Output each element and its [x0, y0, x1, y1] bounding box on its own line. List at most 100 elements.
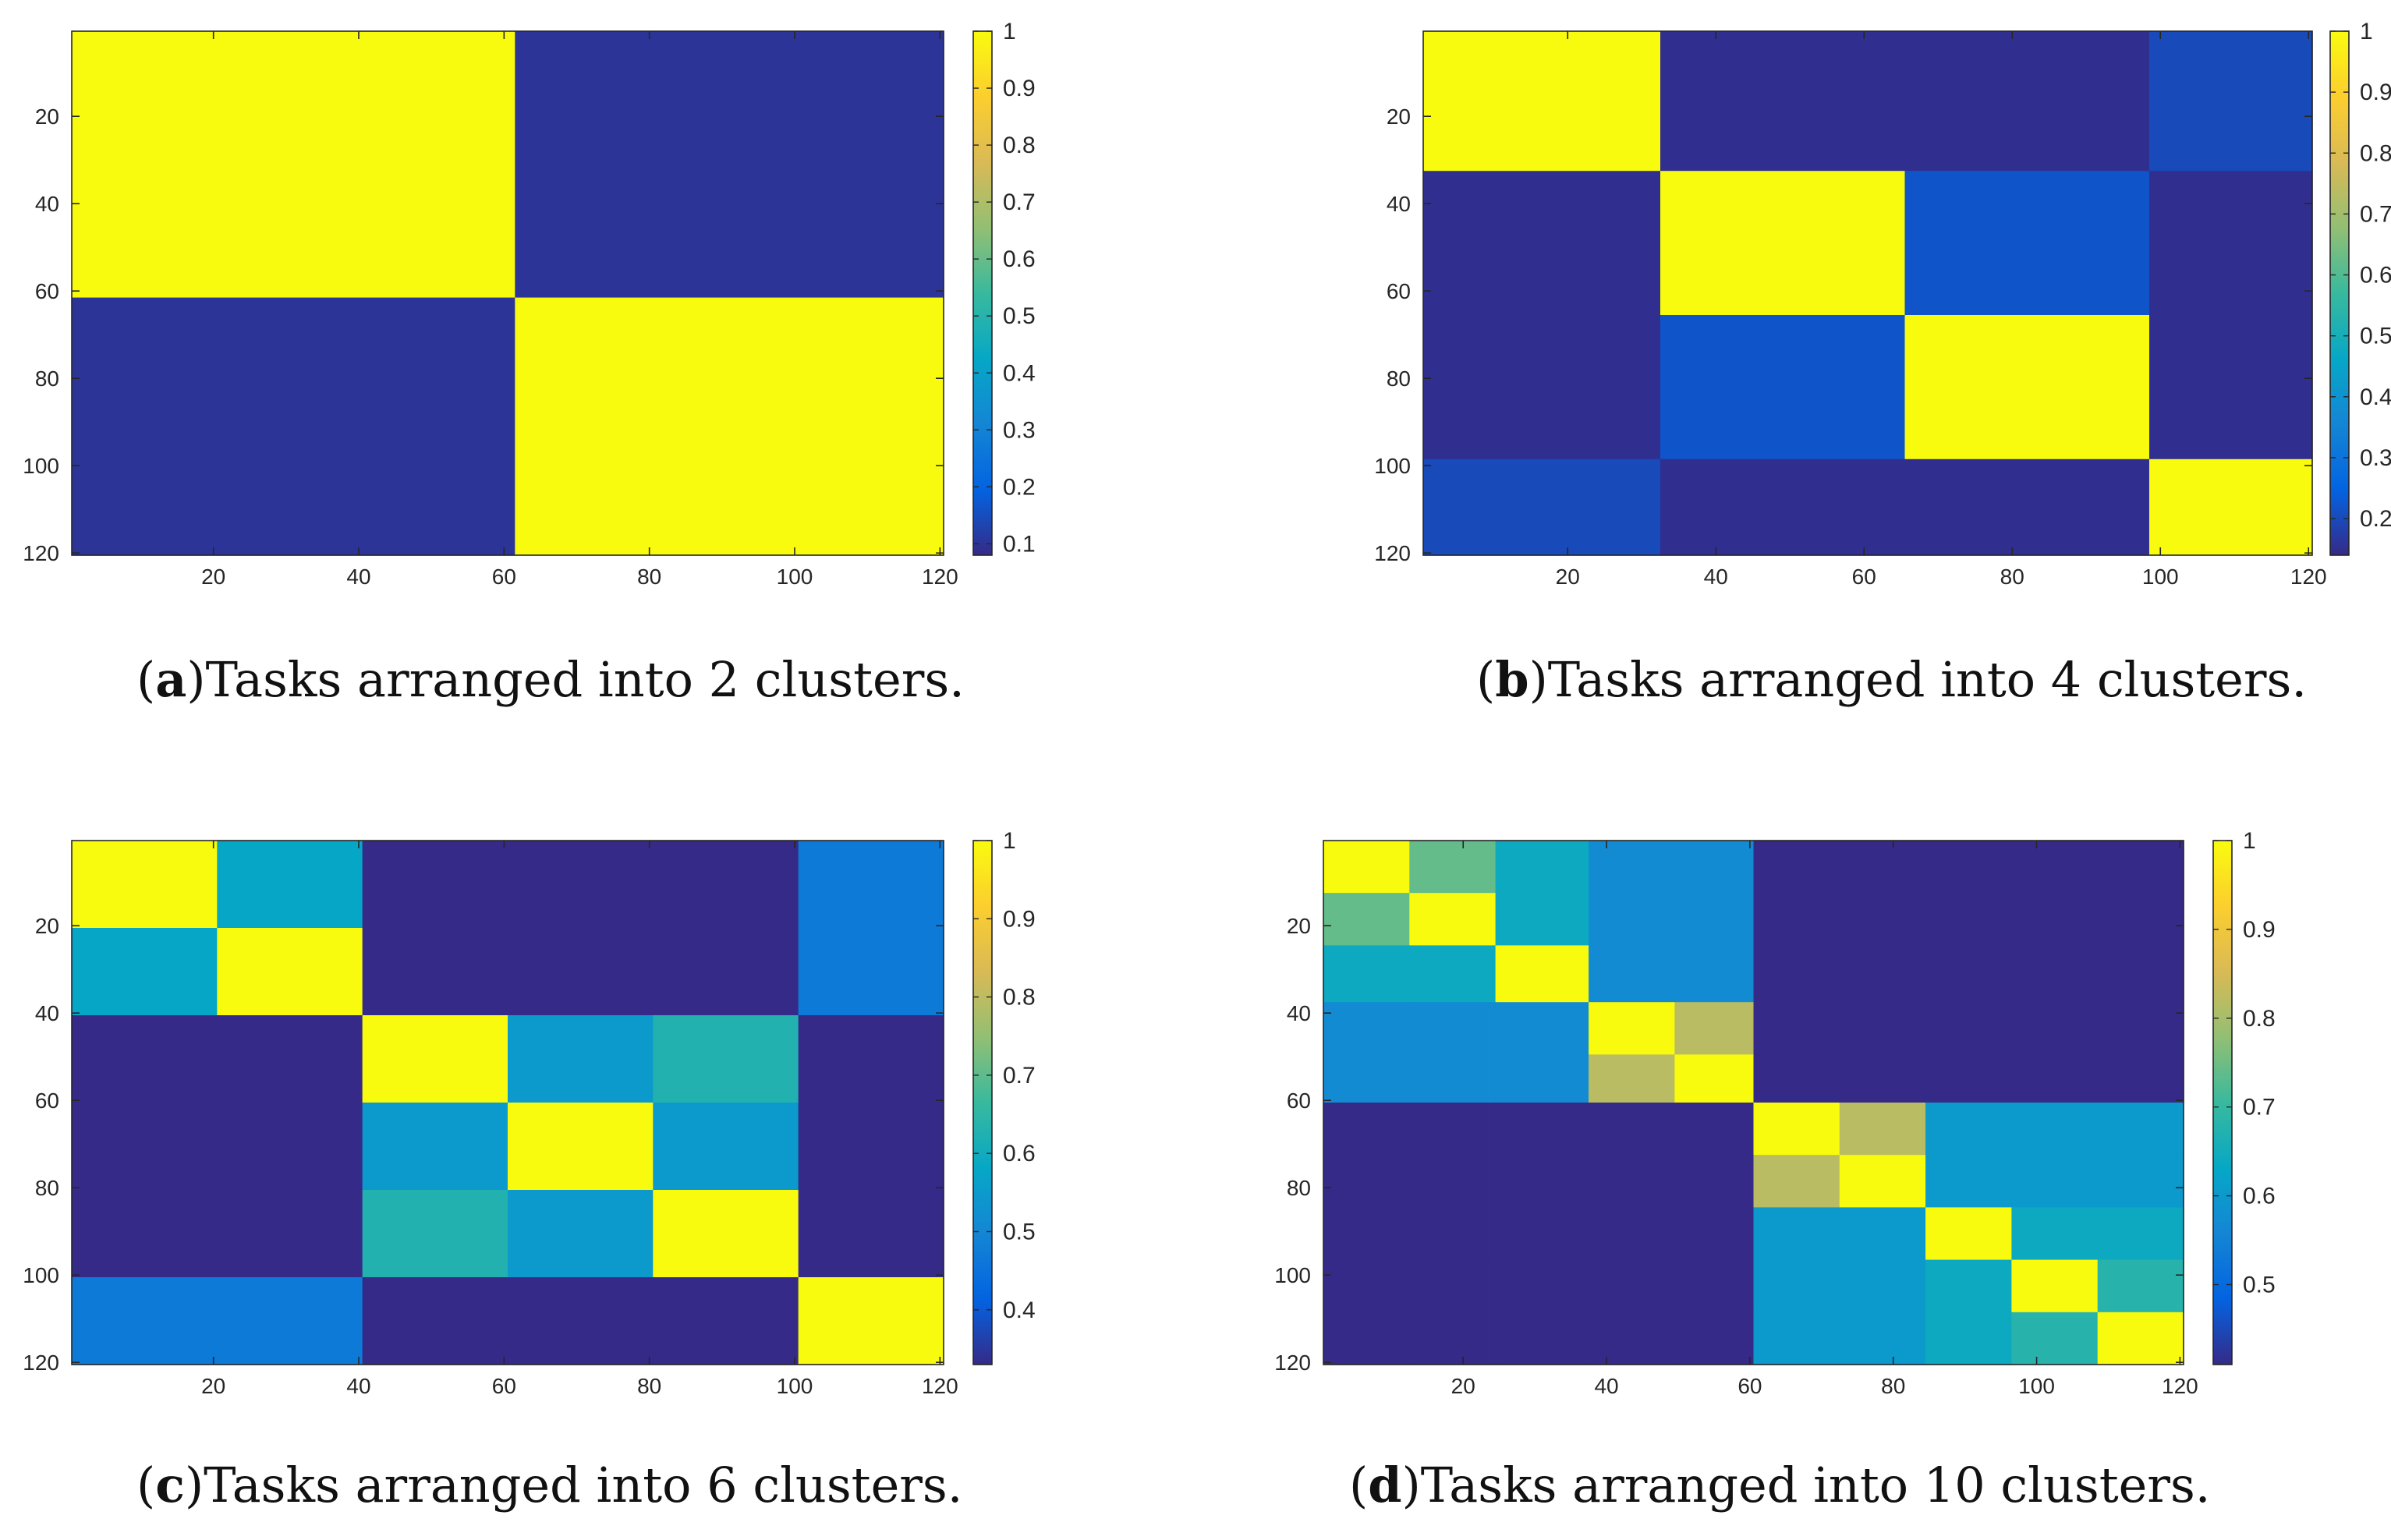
heatmap-cell-c-3-5 [798, 1103, 944, 1191]
heatmap-cell-d-6-5 [1753, 1155, 1840, 1208]
heatmap-cell-a-0-0 [72, 31, 515, 299]
heatmap-cell-b-3-2 [1904, 458, 2150, 556]
x-tick-label-c-3: 80 [637, 1374, 661, 1398]
heatmap-cell-d-6-3 [1589, 1155, 1675, 1208]
heatmap-cell-b-2-3 [2149, 315, 2313, 460]
heatmap-cell-b-1-1 [1660, 171, 1906, 316]
axes-frame-a [71, 30, 944, 556]
x-tick-label-d-5: 120 [2162, 1374, 2198, 1398]
colorbar-a [972, 30, 993, 556]
heatmap-cell-b-0-0 [1423, 31, 1661, 172]
x-tick-label-d-1: 40 [1594, 1374, 1618, 1398]
colorbar-label-c-1: 0.5 [1003, 1219, 1036, 1244]
heatmap-cell-b-3-3 [2149, 458, 2313, 556]
y-tick-label-d-2: 60 [1287, 1089, 1311, 1113]
colorbar-label-c-0: 0.4 [1003, 1297, 1036, 1323]
heatmap-cell-d-2-6 [1839, 945, 1926, 1003]
y-tick-label-c-1: 40 [35, 1001, 59, 1025]
caption-label-d: d [1368, 1457, 1402, 1513]
heatmap-cell-d-4-8 [2011, 1054, 2099, 1103]
y-tick-label-a-5: 120 [23, 541, 59, 565]
heatmap-cell-d-4-6 [1839, 1054, 1926, 1103]
colorbar-label-a-6: 0.7 [1003, 189, 1036, 215]
heatmap-cell-c-0-2 [362, 841, 508, 929]
heatmap-cell-d-6-7 [1925, 1155, 2012, 1208]
axes-frame-b [1422, 30, 2313, 556]
colorbar-label-c-3: 0.7 [1003, 1063, 1036, 1089]
heatmap-cell-d-8-7 [1925, 1259, 2012, 1313]
heatmap-cell-d-1-4 [1674, 893, 1755, 946]
x-tick-label-d-4: 100 [2018, 1374, 2055, 1398]
heatmap-cell-d-1-7 [1925, 893, 2012, 946]
heatmap-cell-d-0-8 [2011, 841, 2099, 894]
heatmap-cell-d-5-8 [2011, 1103, 2099, 1156]
colorbar-label-b-1: 0.3 [2360, 445, 2391, 471]
heatmap-cell-d-3-8 [2011, 1002, 2099, 1055]
heatmap-cell-d-3-9 [2097, 1002, 2184, 1055]
heatmap-cell-d-8-1 [1409, 1259, 1497, 1313]
heatmap-cell-b-3-0 [1423, 458, 1661, 556]
colorbar-label-b-8: 1 [2360, 19, 2373, 44]
heatmap-cell-c-5-1 [217, 1277, 363, 1365]
y-tick-label-a-2: 60 [35, 279, 59, 303]
heatmap-cell-d-8-5 [1753, 1259, 1840, 1313]
heatmap-cell-d-7-0 [1323, 1207, 1410, 1261]
heatmap-cell-d-7-1 [1409, 1207, 1497, 1261]
colorbar-label-a-8: 0.9 [1003, 76, 1036, 101]
heatmap-cell-d-9-9 [2097, 1312, 2184, 1365]
y-tick-label-d-0: 20 [1287, 914, 1311, 938]
heatmap-cell-c-0-1 [217, 841, 363, 929]
heatmap-cell-d-5-7 [1925, 1103, 2012, 1156]
heatmap-cell-d-4-1 [1409, 1054, 1497, 1103]
x-tick-label-c-2: 60 [492, 1374, 516, 1398]
heatmap-cell-c-4-2 [362, 1190, 508, 1278]
heatmap-cell-c-2-2 [362, 1015, 508, 1103]
y-tick-label-d-4: 100 [1274, 1263, 1311, 1287]
heatmap-cell-d-2-0 [1323, 945, 1410, 1003]
heatmap-cell-d-9-0 [1323, 1312, 1410, 1365]
x-tick-label-a-3: 80 [637, 565, 661, 589]
heatmap-cell-d-1-3 [1589, 893, 1675, 946]
heatmap-cell-d-8-6 [1839, 1259, 1926, 1313]
heatmap-cell-c-5-2 [362, 1277, 508, 1365]
colorbar-label-d-5: 1 [2243, 828, 2256, 854]
heatmap-cell-d-9-5 [1753, 1312, 1840, 1365]
colorbar-label-b-5: 0.7 [2360, 201, 2391, 227]
heatmap-cell-d-4-0 [1323, 1054, 1410, 1103]
heatmap-cell-d-2-2 [1495, 945, 1589, 1003]
y-tick-label-c-5: 120 [23, 1351, 59, 1375]
heatmap-cell-c-5-4 [653, 1277, 799, 1365]
heatmap-cell-d-3-6 [1839, 1002, 1926, 1055]
y-tick-label-a-1: 40 [35, 192, 59, 216]
colorbar-label-a-9: 1 [1003, 19, 1016, 44]
heatmap-cell-c-1-0 [72, 928, 218, 1016]
heatmap-cell-d-1-9 [2097, 893, 2184, 946]
heatmap-cell-a-0-1 [515, 31, 944, 299]
axes-frame-d [1323, 840, 2184, 1365]
heatmap-cell-c-2-3 [508, 1015, 654, 1103]
heatmap-cell-d-6-9 [2097, 1155, 2184, 1208]
heatmap-cell-d-0-0 [1323, 841, 1410, 894]
heatmap-cell-d-8-3 [1589, 1259, 1675, 1313]
heatmap-cell-c-5-3 [508, 1277, 654, 1365]
heatmap-cell-c-3-4 [653, 1103, 799, 1191]
caption-label-b: b [1495, 651, 1529, 708]
heatmap-cell-d-3-3 [1589, 1002, 1675, 1055]
heatmap-cell-d-9-1 [1409, 1312, 1497, 1365]
heatmap-cell-d-5-9 [2097, 1103, 2184, 1156]
heatmap-cell-c-2-4 [653, 1015, 799, 1103]
heatmap-cell-d-1-2 [1495, 893, 1589, 946]
y-tick-label-b-4: 100 [1374, 454, 1411, 478]
heatmap-cell-c-3-1 [217, 1103, 363, 1191]
heatmap-cell-d-5-3 [1589, 1103, 1675, 1156]
colorbar-label-d-3: 0.8 [2243, 1006, 2276, 1032]
heatmap-cell-d-9-4 [1674, 1312, 1755, 1365]
colorbar-label-c-4: 0.8 [1003, 985, 1036, 1011]
heatmap-cell-d-5-5 [1753, 1103, 1840, 1156]
heatmap-cell-d-2-1 [1409, 945, 1497, 1003]
y-tick-label-c-4: 100 [23, 1263, 59, 1287]
caption-text-c: Tasks arranged into 6 clusters. [204, 1457, 963, 1513]
y-tick-label-c-0: 20 [35, 914, 59, 938]
heatmap-cell-d-1-0 [1323, 893, 1410, 946]
heatmap-cell-d-2-7 [1925, 945, 2012, 1003]
